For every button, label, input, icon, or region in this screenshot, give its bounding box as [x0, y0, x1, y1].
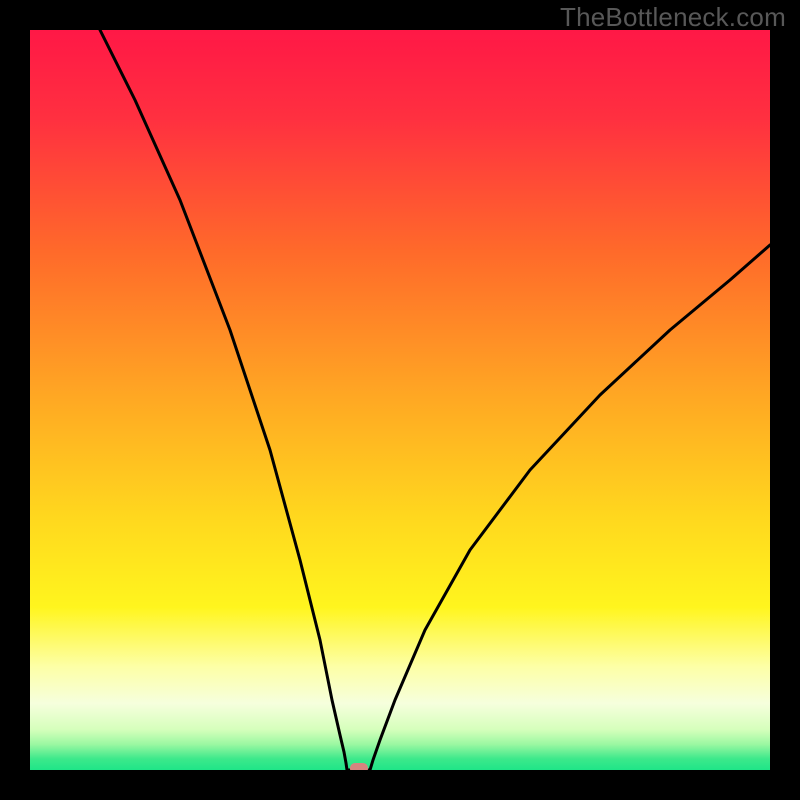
- watermark-text: TheBottleneck.com: [560, 2, 786, 33]
- chart-svg: [30, 30, 770, 770]
- plot-area: [30, 30, 770, 770]
- frame-right: [770, 0, 800, 800]
- frame-left: [0, 0, 30, 800]
- frame-bottom: [0, 770, 800, 800]
- gradient-background: [30, 30, 770, 770]
